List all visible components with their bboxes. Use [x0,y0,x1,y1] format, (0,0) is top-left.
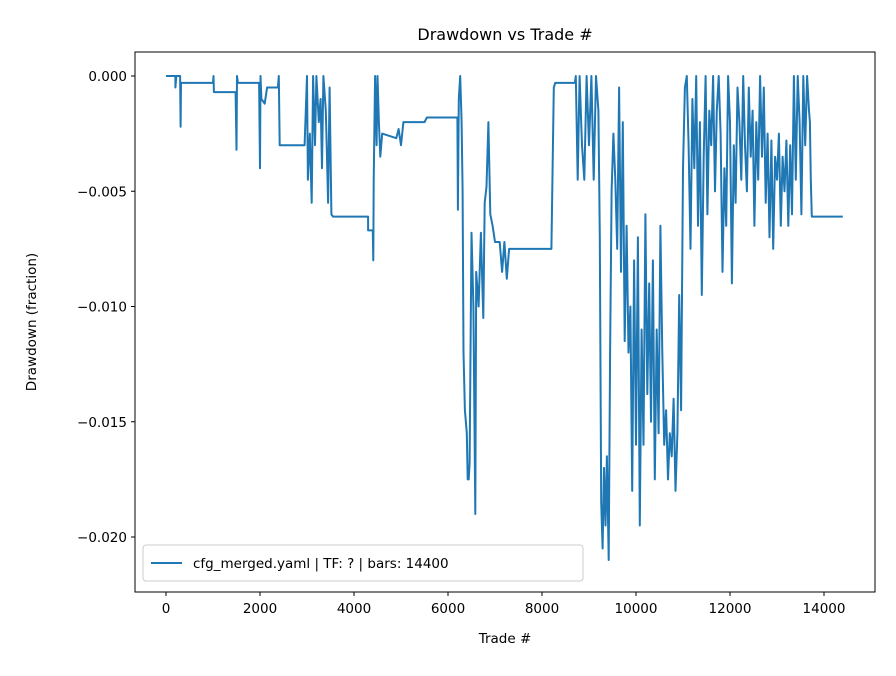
y-tick-label: −0.005 [77,184,127,200]
x-tick-label: 6000 [431,601,465,617]
x-tick-label: 8000 [525,601,559,617]
y-tick-label: −0.010 [77,300,127,316]
x-tick-label: 12000 [709,601,752,617]
plot-area [166,75,843,561]
series-line [166,75,843,561]
legend: cfg_merged.yaml | TF: ? | bars: 14400 [142,544,584,582]
x-tick-label: 14000 [803,601,846,617]
legend-box [142,544,584,582]
x-tick-label: 10000 [615,601,658,617]
x-axis: 0 2000 4000 6000 8000 10000 12000 14000 [162,592,846,617]
y-axis-label: Drawdown (fraction) [24,253,40,391]
x-tick-label: 0 [162,601,171,617]
x-tick-label: 2000 [243,601,277,617]
y-tick-label: −0.020 [77,530,127,546]
x-axis-label: Trade # [478,631,532,647]
y-axis: 0.000 −0.005 −0.010 −0.015 −0.020 [77,69,135,546]
axes-frame [134,51,876,593]
legend-label: cfg_merged.yaml | TF: ? | bars: 14400 [193,556,449,572]
y-tick-label: 0.000 [88,69,127,85]
chart-title: Drawdown vs Trade # [417,25,592,44]
y-tick-label: −0.015 [77,415,127,431]
x-tick-label: 4000 [337,601,371,617]
